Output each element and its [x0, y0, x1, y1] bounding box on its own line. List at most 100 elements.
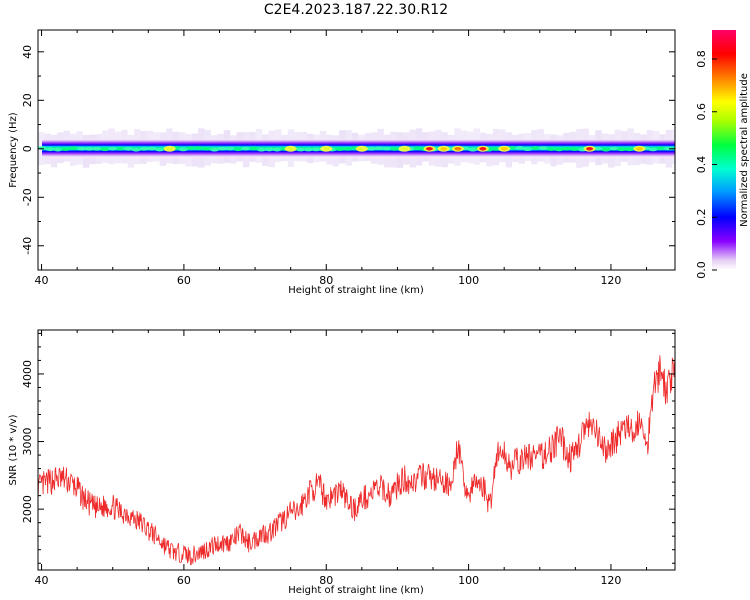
spectrogram-core-cell — [468, 147, 478, 152]
spectrogram-core-cell — [593, 146, 603, 151]
spectrogram-core-cell — [178, 147, 188, 152]
spectrogram-core-cell — [648, 147, 658, 152]
colorbar-label: Normalized spectral amplitude — [739, 73, 750, 227]
spectrogram-core-cell — [202, 146, 212, 151]
spectrogram-x-tick-label: 80 — [319, 274, 333, 287]
colorbar-tick-label: 0.4 — [695, 156, 708, 174]
spectrogram-core-cell — [123, 147, 133, 151]
spectrogram-core-cell — [656, 146, 666, 151]
spectrogram-y-tick-label: 20 — [21, 93, 34, 107]
spectrogram-core-cell — [343, 147, 353, 151]
colorbar-tick-label: 0.0 — [695, 261, 708, 279]
snr-x-tick-label: 80 — [319, 574, 333, 587]
spectrogram-core-cell — [554, 147, 564, 152]
spectrogram-core-cell — [76, 146, 86, 151]
spectrogram-core-cell — [531, 146, 541, 150]
spectrogram-hotspots — [163, 145, 646, 152]
spectrogram-core-cell — [155, 147, 165, 152]
snr-x-axis-label: Height of straight line (km) — [288, 585, 424, 596]
spectrogram-core-cell — [84, 147, 94, 151]
snr-x-tick-label: 40 — [35, 574, 49, 587]
spectrogram-core-cell — [617, 147, 627, 152]
spectrogram-x-tick-label: 60 — [177, 274, 191, 287]
spectrogram-hotspot — [586, 146, 594, 151]
spectrogram-core-cell — [335, 147, 345, 151]
spectrogram-core-cell — [546, 147, 556, 151]
spectrogram-core-cell — [217, 146, 227, 151]
spectrogram-core-cell — [523, 147, 533, 151]
spectrogram-core-cell — [272, 147, 282, 152]
spectrogram-core-cell — [413, 146, 423, 151]
spectrogram-x-tick-label: 100 — [458, 274, 479, 287]
colorbar-tick-label: 0.6 — [695, 103, 708, 121]
spectrogram-hotspot — [322, 146, 330, 151]
snr-y-tick-label: 3000 — [21, 428, 34, 456]
spectrogram-hotspot — [479, 146, 487, 151]
spectrogram-core-cell — [624, 147, 634, 152]
colorbar-ticks: 0.0 0.2 0.4 0.6 0.8 — [695, 50, 717, 279]
spectrogram-core-cell — [45, 147, 55, 152]
spectrogram-core-cell — [116, 146, 126, 151]
spectrogram-core-cell — [186, 146, 196, 150]
spectrogram-core-cell — [147, 146, 157, 151]
spectrogram-core-cell — [538, 146, 548, 150]
spectrogram-core-cell — [264, 147, 274, 152]
spectrogram-core-cell — [609, 146, 619, 151]
spectrogram-core-cell — [53, 147, 63, 152]
snr-series-line — [38, 355, 675, 566]
spectrogram-core-cell — [601, 147, 611, 152]
snr-y-tick-label: 4000 — [21, 360, 34, 388]
spectrogram-hotspot — [358, 146, 366, 151]
spectrogram-hotspot — [166, 146, 174, 151]
spectrogram-core-cell — [562, 146, 572, 151]
spectrogram-y-tick-label: 0 — [21, 145, 34, 152]
spectrogram-ticks: 40 60 80 100 120 -40 -20 0 20 40 — [21, 30, 675, 287]
snr-ticks: 40 60 80 100 120 2000 3000 4000 — [21, 330, 675, 587]
spectrogram-core-cell — [311, 147, 321, 152]
spectrogram-hotspot — [401, 146, 409, 151]
spectrogram-core-cell — [241, 146, 251, 151]
spectrogram-core-cell — [390, 147, 400, 151]
snr-x-tick-label: 60 — [177, 574, 191, 587]
spectrogram-core-cell — [296, 147, 306, 152]
spectrogram-y-tick-label: 40 — [21, 45, 34, 59]
spectrogram-y-axis-label: Frequency (Hz) — [8, 112, 19, 188]
spectrogram-hotspot — [287, 146, 295, 151]
spectrogram-core-cell — [139, 147, 149, 151]
spectrogram-core-cell — [233, 147, 243, 151]
spectrogram-core-cell — [131, 147, 141, 152]
spectrogram-core-cell — [366, 147, 376, 151]
colorbar-tick-label: 0.2 — [695, 209, 708, 227]
spectrogram-core-cell — [61, 147, 71, 151]
spectrogram-core-cell — [303, 147, 313, 152]
spectrogram-x-tick-label: 120 — [600, 274, 621, 287]
spectrogram-hotspot — [440, 146, 448, 151]
spectrogram-core-cell — [108, 146, 118, 151]
snr-y-axis-label: SNR (10 * v/v) — [8, 414, 19, 485]
spectrogram-hotspot — [635, 146, 643, 151]
colorbar: 0.0 0.2 0.4 0.6 0.8 Normalized spectral ampl… — [695, 30, 750, 279]
spectrogram-core-cell — [382, 146, 392, 151]
spectrogram-y-tick-label: -20 — [21, 188, 34, 206]
spectrogram-plot-area — [38, 128, 675, 168]
spectrogram-core-cell — [570, 147, 580, 151]
snr-y-tick-label: 2000 — [21, 495, 34, 523]
spectrogram-y-tick-label: -40 — [21, 237, 34, 255]
spectrogram-core-cell — [256, 147, 266, 152]
snr-x-tick-label: 120 — [600, 574, 621, 587]
spectrogram-core-cell — [664, 146, 674, 151]
spectrogram-core-cell — [249, 146, 259, 151]
spectrogram-core-cell — [69, 146, 79, 150]
spectrogram-core-cell — [225, 146, 235, 151]
spectrogram-core-cell — [515, 146, 525, 150]
spectrogram-core-cell — [374, 146, 384, 151]
spectrogram-core-cell — [210, 147, 220, 152]
snr-x-tick-label: 100 — [458, 574, 479, 587]
spectrogram-hotspot — [454, 146, 462, 151]
spectrogram-core-cell — [92, 147, 102, 151]
snr-plot-area — [38, 355, 675, 566]
spectrogram-hotspot — [425, 146, 433, 151]
colorbar-tick-label: 0.8 — [695, 50, 708, 67]
colorbar-gradient — [712, 30, 736, 270]
